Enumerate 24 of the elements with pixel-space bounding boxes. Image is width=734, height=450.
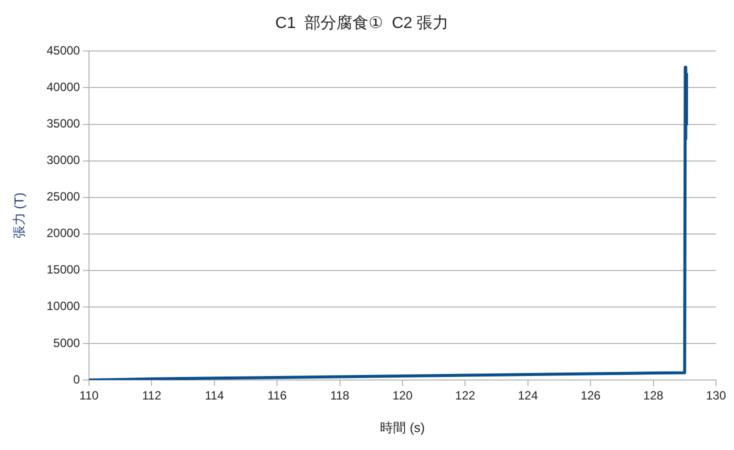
- y-tick-label: 35000: [46, 116, 80, 131]
- y-tick-label: 40000: [46, 80, 80, 94]
- x-tick-label: 116: [268, 388, 287, 403]
- x-tick-label: 114: [204, 388, 224, 403]
- y-tick-label: 45000: [46, 44, 80, 58]
- x-tick-label: 126: [580, 388, 601, 403]
- x-tick-label: 122: [455, 388, 476, 403]
- y-tick-label: 10000: [46, 299, 80, 314]
- x-tick-label: 112: [142, 388, 162, 403]
- y-tick-label: 15000: [46, 262, 80, 277]
- x-axis-title: 時間 (s): [380, 420, 425, 435]
- y-tick-label: 25000: [46, 190, 80, 204]
- y-tick-label: 0: [73, 372, 80, 386]
- x-tick-label: 118: [330, 388, 350, 403]
- x-tick-label: 120: [392, 388, 413, 403]
- y-axis-title: 張力 (T): [11, 192, 26, 239]
- x-tick-label: 110: [79, 388, 99, 403]
- x-tick-label: 124: [518, 388, 538, 403]
- x-tick-label: 130: [706, 388, 726, 403]
- x-tick-label: 128: [643, 388, 664, 403]
- y-tick-label: 20000: [46, 226, 80, 240]
- chart-title: C1 部分腐食① C2 張力: [275, 14, 449, 32]
- y-tick-label: 30000: [46, 153, 80, 168]
- y-tick-label: 5000: [53, 336, 80, 350]
